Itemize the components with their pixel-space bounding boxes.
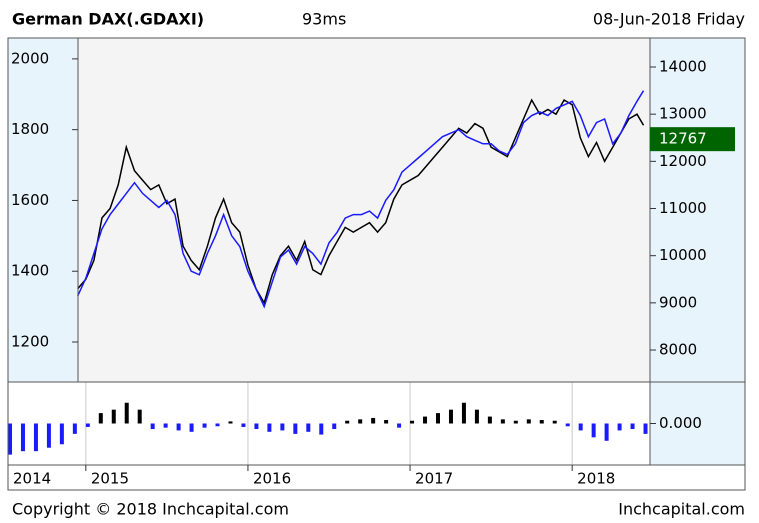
osc-bar [591, 423, 596, 438]
osc-bar [513, 420, 518, 424]
osc-bar [643, 423, 648, 434]
osc-bar [150, 423, 155, 430]
osc-bar [371, 417, 376, 424]
y2-tick-label: 12000 [659, 152, 707, 170]
y2-tick-label: 14000 [659, 58, 707, 76]
date: 08-Jun-2018 Friday [593, 10, 745, 29]
plot-bg [78, 38, 650, 382]
osc-bar [461, 402, 466, 424]
osc-bar [578, 423, 583, 431]
osc-bar [46, 423, 51, 448]
x-tick-label: 2014 [13, 470, 51, 488]
osc-bar [474, 409, 479, 424]
osc-bar [617, 423, 622, 431]
osc-bar [254, 423, 259, 430]
line [77, 90, 645, 309]
osc-bar [163, 423, 168, 428]
osc-bar [189, 423, 194, 432]
osc-bar [124, 402, 129, 424]
osc-bar [539, 420, 544, 424]
osc-bar [228, 421, 233, 424]
osc-bar [604, 423, 609, 441]
osc-bar [384, 420, 389, 424]
osc-bar [410, 420, 415, 424]
line [77, 98, 645, 305]
osc-bar [436, 413, 440, 424]
osc-bar [448, 409, 453, 424]
left-axis-bg [8, 38, 78, 382]
osc-bar [293, 423, 298, 434]
osc-bar [345, 420, 350, 424]
y-tick-label: 2000 [11, 49, 49, 67]
osc-tick-label: 0.000 [659, 414, 702, 432]
osc-bar [72, 423, 77, 434]
subtitle: 93ms [302, 10, 346, 29]
osc-bar [358, 419, 363, 424]
osc-bar [176, 423, 181, 431]
last-value-box [650, 127, 735, 152]
osc-bar [85, 423, 90, 427]
y2-tick-label: 10000 [659, 246, 707, 264]
frame [7, 37, 746, 491]
osc-bar [111, 409, 116, 424]
osc-bar [20, 423, 25, 452]
osc-bar [332, 423, 337, 430]
y-tick-label: 1400 [11, 262, 49, 280]
osc-bar [267, 423, 272, 432]
y-tick-label: 1200 [11, 333, 49, 351]
y-tick-label: 1800 [11, 120, 49, 138]
footer-left: Copyright © 2018 Inchcapital.com [12, 500, 289, 519]
osc-bar [487, 416, 492, 424]
osc-bar [319, 423, 324, 435]
osc-bar [215, 423, 220, 427]
x-tick-label: 2015 [91, 470, 129, 488]
x-tick-label: 2016 [253, 470, 291, 488]
y2-tick-label: 11000 [659, 199, 707, 217]
last-value-label: 12767 [659, 130, 707, 148]
right-axis-bg [650, 38, 745, 465]
osc-bar [423, 416, 428, 424]
osc-bar [280, 423, 285, 431]
osc-bar [526, 419, 531, 424]
chart-title: German DAX(.GDAXI) [12, 10, 204, 29]
osc-bar [137, 409, 142, 424]
osc-bar [630, 423, 635, 430]
osc-bar [8, 423, 12, 455]
osc-bar [98, 413, 103, 424]
osc-bar [59, 423, 64, 445]
osc-bar [241, 423, 246, 427]
y-tick-label: 1600 [11, 191, 49, 209]
osc-bar [33, 423, 38, 452]
osc-bar [397, 423, 402, 428]
osc-bar [202, 423, 207, 428]
osc-bar [500, 419, 505, 424]
osc-bar [306, 423, 311, 432]
y2-tick-label: 8000 [659, 341, 697, 359]
osc-bar [565, 423, 570, 427]
x-tick-label: 2018 [577, 470, 615, 488]
footer-right: Inchcapital.com [618, 500, 745, 519]
x-tick-label: 2017 [415, 470, 453, 488]
marks [8, 90, 648, 465]
y2-tick-label: 13000 [659, 105, 707, 123]
y2-tick-label: 9000 [659, 293, 697, 311]
osc-bar [552, 420, 557, 424]
